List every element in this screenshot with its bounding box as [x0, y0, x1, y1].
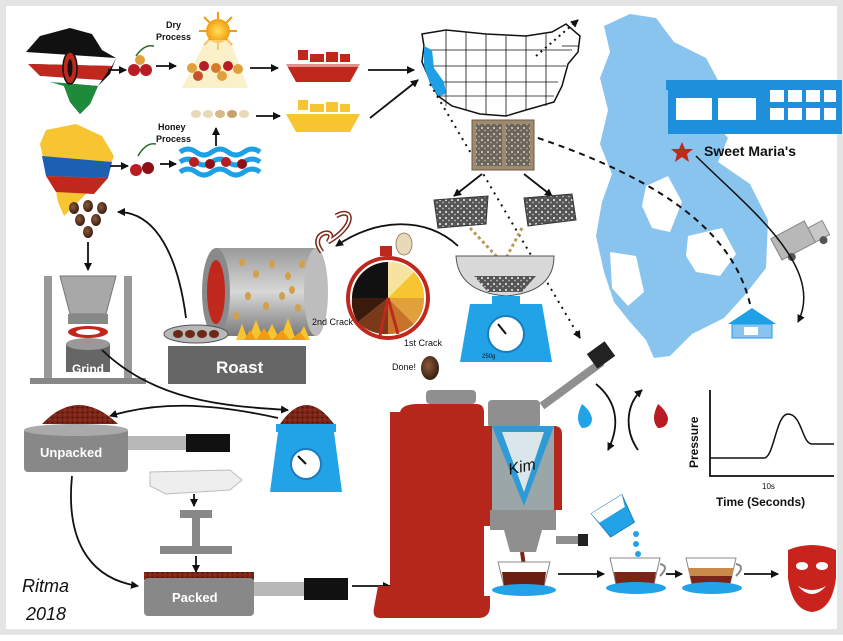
- cycle-arrow-up: [627, 389, 643, 451]
- dry-process-label-1: Dry: [166, 20, 181, 30]
- packed-label: Packed: [172, 590, 218, 605]
- coffee-journey-diagram: Sweet Maria's: [22, 12, 842, 624]
- green-bean-icon: [395, 232, 413, 256]
- tamper-icon: [160, 510, 232, 554]
- arrow-yellow-ship-usa: [369, 79, 419, 119]
- usa-map: [421, 23, 581, 117]
- time-axis-label: Time (Seconds): [716, 495, 805, 509]
- arrow-scale-unpacked: [109, 404, 279, 419]
- pressure-curve: [710, 413, 834, 459]
- green-bean-pile-right: [523, 193, 577, 227]
- roaster-label: Sweet Maria's: [704, 143, 796, 159]
- home-route-dashed-arrow: [525, 132, 751, 305]
- arrow-scale-to-roaster: [335, 223, 459, 247]
- bay-water: [596, 14, 768, 358]
- unpacked-label: Unpacked: [40, 445, 102, 460]
- weighing-scale-bottom-icon: [270, 405, 342, 492]
- roaster-smoke-inner: [316, 212, 351, 253]
- espresso-cup-2: [606, 557, 666, 594]
- beans-above-water: [191, 110, 249, 118]
- first-crack-label: 1st Crack: [404, 338, 443, 348]
- honey-process-label-1: Honey: [158, 122, 186, 132]
- grind-label: Grind: [72, 362, 104, 376]
- bay-area-map: [596, 14, 768, 358]
- arrow-bag-left: [453, 173, 483, 197]
- south-america-colombia-map: [40, 124, 114, 216]
- roasted-beans-tray: [163, 324, 229, 344]
- roasted-bean-icon: [421, 356, 439, 380]
- cherries-icon-bottom: [130, 143, 157, 176]
- water-drop-icon: [578, 404, 592, 428]
- africa-kenya-map: [26, 28, 116, 114]
- usa-to-espresso-dotted-line: [429, 83, 581, 339]
- cherries-icon-top: [128, 44, 155, 76]
- location-star-icon: [671, 142, 693, 162]
- roaster-smoke: [315, 210, 352, 254]
- artist-signature: Ritma 2018: [22, 576, 69, 624]
- california-highlight: [424, 46, 446, 96]
- weighing-scale-top-icon: 250g: [455, 255, 555, 362]
- drying-beans: [187, 61, 243, 81]
- house-icon: [728, 308, 776, 339]
- arrow-grinder-scale: [101, 349, 289, 414]
- green-bean-bag-icon: [471, 119, 535, 171]
- milk-drops: [633, 531, 641, 557]
- delivery-route-arrow: [695, 155, 805, 323]
- signature-year: 2018: [25, 604, 66, 624]
- coffee-roaster-icon: [168, 248, 328, 384]
- portafilter-unpacked-icon: [24, 405, 230, 472]
- milk-pitcher-icon: [590, 493, 635, 538]
- roast-timer-dial-icon: [346, 246, 430, 340]
- arrow-roaster-to-beans: [117, 208, 187, 319]
- done-label: Done!: [392, 362, 416, 372]
- water-bath-icon: [178, 146, 262, 178]
- espresso-cup-3: [682, 557, 742, 594]
- cargo-ship-red-icon: [286, 50, 360, 82]
- scale-reading: 250g: [482, 354, 495, 360]
- cargo-ship-yellow-icon: [286, 100, 360, 132]
- machine-logo: Kim: [507, 456, 537, 478]
- signature-name: Ritma: [22, 576, 69, 596]
- beans-to-scale-dotted: [468, 226, 524, 260]
- arrow-unpacked-packed: [70, 475, 139, 589]
- roast-label: Roast: [216, 358, 264, 377]
- second-crack-label: 2nd Crack: [312, 317, 354, 327]
- espresso-machine-icon: Kim: [373, 341, 616, 618]
- comedy-mask-icon: [788, 545, 836, 612]
- milk-drop-icon: [654, 404, 668, 428]
- pressure-graph: Pressure 10s Time (Seconds): [687, 390, 834, 509]
- green-bean-pile-left: [433, 195, 489, 229]
- warehouse-icon: [666, 80, 842, 134]
- arrow-bag-right: [523, 173, 553, 197]
- pressure-axis-label: Pressure: [687, 416, 701, 468]
- portafilter-packed-icon: [144, 572, 348, 616]
- beans-falling-icon: [69, 200, 107, 238]
- dry-process-label-2: Process: [156, 32, 191, 42]
- hand-icon: [149, 469, 243, 495]
- delivery-truck-icon: [770, 219, 831, 262]
- espresso-cup-1: [492, 561, 556, 596]
- grinder-icon: [30, 275, 146, 384]
- honey-process-label-2: Process: [156, 134, 191, 144]
- time-tick-label: 10s: [762, 482, 775, 491]
- lever-arm: [539, 358, 605, 410]
- cycle-arrow-down: [595, 383, 617, 451]
